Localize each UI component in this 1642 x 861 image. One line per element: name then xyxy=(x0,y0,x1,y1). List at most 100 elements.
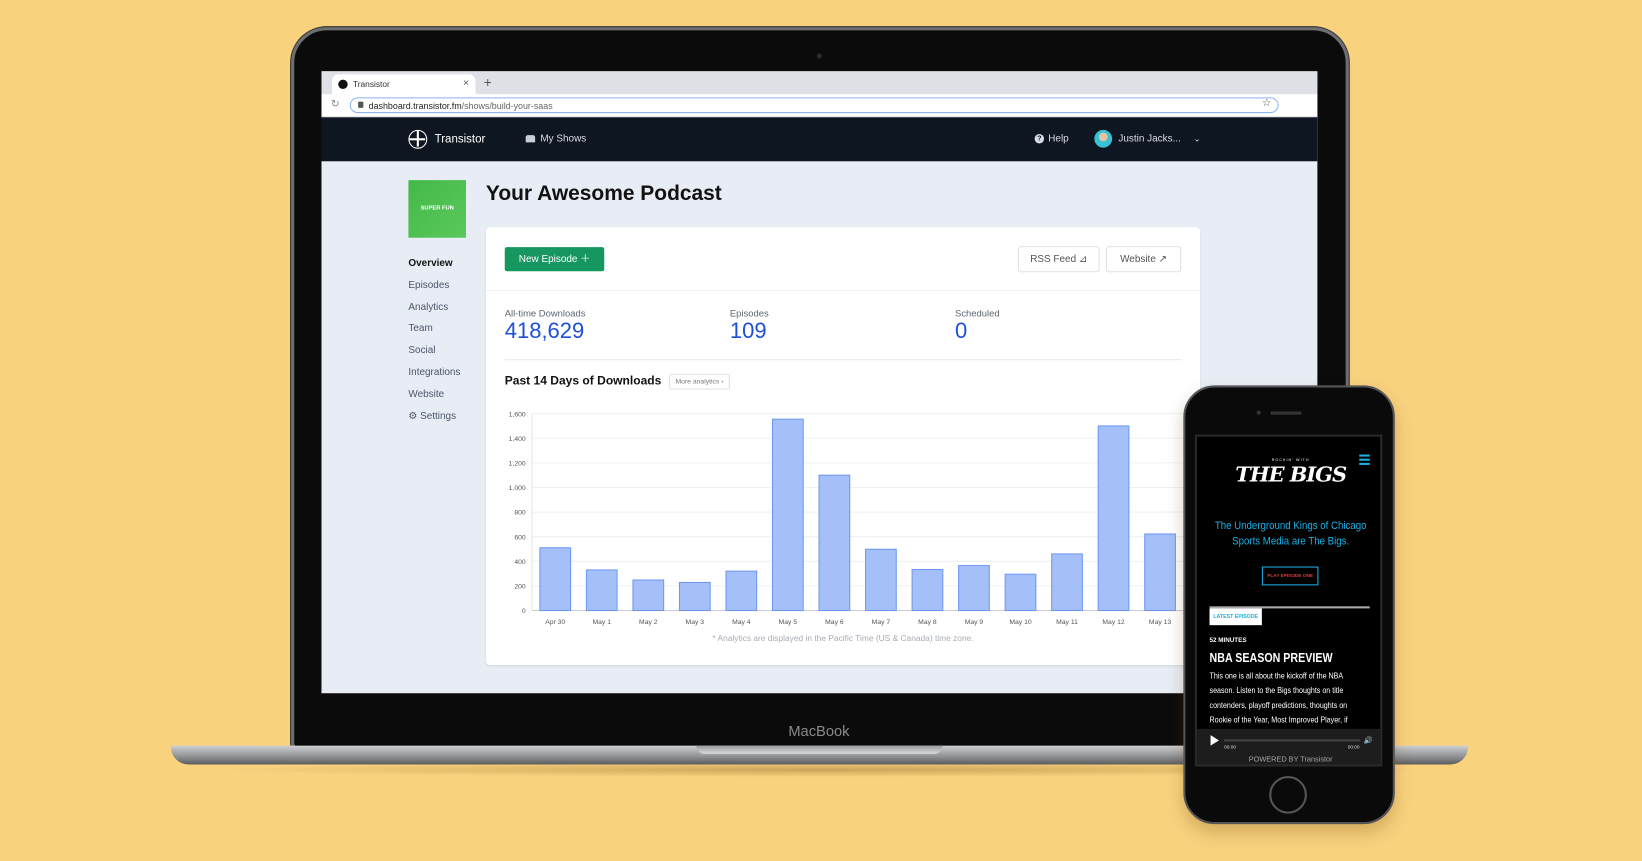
sidebar-item-social[interactable]: Social xyxy=(408,344,436,357)
more-analytics-button[interactable]: More analytics › xyxy=(669,373,730,390)
bar[interactable] xyxy=(585,569,618,612)
stat-label: Episodes xyxy=(729,307,769,319)
x-tick-label: May 11 xyxy=(1056,619,1078,626)
bar[interactable] xyxy=(632,579,665,612)
bar[interactable] xyxy=(1144,533,1176,612)
play-icon[interactable] xyxy=(1210,735,1219,746)
y-tick-label: 400 xyxy=(514,559,526,566)
progress-track[interactable] xyxy=(1224,739,1361,742)
camera-icon xyxy=(816,53,823,59)
rss-feed-label: RSS Feed xyxy=(1030,253,1077,265)
stat-value: 0 xyxy=(955,319,968,344)
bookmark-star-icon[interactable]: ☆ xyxy=(1261,97,1272,109)
episode-description: This one is all about the kickoff of the… xyxy=(1209,671,1348,725)
laptop-base xyxy=(170,745,1469,765)
bar[interactable] xyxy=(725,570,758,612)
phone-tagline: The Underground Kings of Chicago Sports … xyxy=(1214,519,1367,548)
x-tick-label: May 12 xyxy=(1102,619,1125,626)
y-tick-label: 1,400 xyxy=(509,436,526,443)
audio-player: 00:00 00:00 🔊 POWERED BY Transistor xyxy=(1196,728,1381,765)
tab-title: Transistor xyxy=(352,79,390,90)
bar[interactable] xyxy=(1097,425,1130,612)
stat-value: 418,629 xyxy=(504,319,585,344)
episode-title[interactable]: NBA SEASON PREVIEW xyxy=(1209,650,1333,665)
x-tick-label: May 3 xyxy=(686,619,705,626)
external-link-icon: ↗ xyxy=(1158,253,1167,265)
bar[interactable] xyxy=(911,569,944,612)
laptop-notch xyxy=(696,745,943,754)
x-tick-label: May 4 xyxy=(732,619,751,626)
x-tick-label: May 13 xyxy=(1149,619,1172,626)
browser-tab[interactable]: Transistor × xyxy=(331,74,476,95)
brand-logo[interactable]: Transistor xyxy=(408,129,486,149)
stat-downloads: All-time Downloads 418,629 xyxy=(505,308,586,345)
sidebar-item-overview[interactable]: Overview xyxy=(408,257,453,270)
stat-scheduled: Scheduled 0 xyxy=(955,308,1000,345)
sidebar-item-settings[interactable]: ⚙ Settings xyxy=(408,410,460,432)
url-host: dashboard.transistor.fm xyxy=(368,100,462,112)
x-tick-label: May 9 xyxy=(965,619,984,626)
bar[interactable] xyxy=(1051,553,1083,612)
downloads-bar-chart: 0 200 400 600 800 1,000 1,200 1,400 1,600 Apr 30 M… xyxy=(509,411,1184,626)
x-tick-label: May 1 xyxy=(593,619,612,626)
help-link[interactable]: ? Help xyxy=(1034,132,1069,145)
sidebar-item-team[interactable]: Team xyxy=(408,322,433,335)
phone-screen: ROCKIN' WITH THE BIGS The Underground Kin… xyxy=(1194,434,1383,767)
show-cover[interactable]: SUPER FUN xyxy=(408,180,467,238)
laptop-screen: Transistor × + ↻ dashboard.transistor.fm… xyxy=(321,71,1318,694)
phone-camera-icon xyxy=(1256,410,1261,415)
tab-bar: Transistor × + xyxy=(321,71,1318,95)
bar[interactable] xyxy=(958,565,990,612)
powered-by: POWERED BY Transistor xyxy=(1248,756,1333,764)
favicon-icon xyxy=(338,79,348,90)
new-tab-button[interactable]: + xyxy=(483,74,492,91)
y-tick-label: 0 xyxy=(522,608,526,615)
x-tick-label: May 7 xyxy=(872,619,891,626)
divider xyxy=(504,359,1182,361)
bar[interactable] xyxy=(818,474,851,612)
overview-card: New Episode ＋ RSS Feed ⊿ Website ↗ All-t… xyxy=(485,227,1201,665)
my-shows-link[interactable]: My Shows xyxy=(525,133,586,145)
play-episode-one-button[interactable]: PLAY EPISODE ONE xyxy=(1261,566,1319,586)
hamburger-menu-icon[interactable] xyxy=(1359,454,1370,467)
website-label: Website xyxy=(1120,253,1156,265)
transistor-logo-icon xyxy=(408,129,428,149)
bar[interactable] xyxy=(539,547,572,612)
website-button[interactable]: Website ↗ xyxy=(1105,246,1182,273)
time-total: 00:00 xyxy=(1347,744,1360,750)
laptop-shadow xyxy=(209,762,1435,778)
sidebar-item-episodes[interactable]: Episodes xyxy=(408,279,450,291)
y-tick-label: 1,200 xyxy=(509,460,526,467)
url-path: /shows/build-your-saas xyxy=(461,100,553,112)
sidebar-item-integrations[interactable]: Integrations xyxy=(408,366,461,379)
timezone-footnote: * Analytics are displayed in the Pacific… xyxy=(712,633,974,643)
stat-label: Scheduled xyxy=(955,307,1000,319)
rss-feed-button[interactable]: RSS Feed ⊿ xyxy=(1017,246,1100,273)
y-tick-label: 1,000 xyxy=(509,485,526,492)
new-episode-button[interactable]: New Episode ＋ xyxy=(504,247,605,272)
avatar xyxy=(1094,129,1113,148)
brand-name: Transistor xyxy=(434,132,486,146)
bar[interactable] xyxy=(678,581,711,612)
y-tick-label: 800 xyxy=(514,510,526,517)
bar[interactable] xyxy=(865,548,897,612)
stat-label: All-time Downloads xyxy=(504,307,586,319)
question-icon: ? xyxy=(1034,134,1045,144)
chevron-down-icon: ⌄ xyxy=(1193,134,1201,144)
volume-icon[interactable]: 🔊 xyxy=(1363,737,1373,745)
address-bar[interactable]: dashboard.transistor.fm/shows/build-your… xyxy=(349,97,1279,114)
bar[interactable] xyxy=(1004,573,1037,612)
rss-icon: ⊿ xyxy=(1078,253,1088,265)
reload-icon[interactable]: ↻ xyxy=(330,98,340,110)
sidebar-item-website[interactable]: Website xyxy=(408,388,445,400)
episode-duration: 52 MINUTES xyxy=(1209,637,1247,645)
laptop-label: MacBook xyxy=(788,722,850,740)
close-tab-icon[interactable]: × xyxy=(463,77,470,90)
sidebar-item-analytics[interactable]: Analytics xyxy=(408,301,449,313)
help-label: Help xyxy=(1048,132,1069,145)
bar[interactable] xyxy=(771,418,804,612)
y-tick-label: 600 xyxy=(514,534,526,541)
user-name: Justin Jacks... xyxy=(1118,132,1181,145)
x-tick-label: Apr 30 xyxy=(545,619,565,626)
user-menu[interactable]: Justin Jacks... ⌄ xyxy=(1094,129,1201,148)
